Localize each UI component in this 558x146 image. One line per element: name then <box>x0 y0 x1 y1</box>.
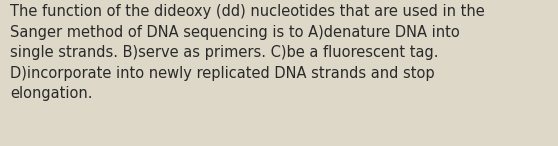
Text: The function of the dideoxy (dd) nucleotides that are used in the
Sanger method : The function of the dideoxy (dd) nucleot… <box>10 4 485 101</box>
